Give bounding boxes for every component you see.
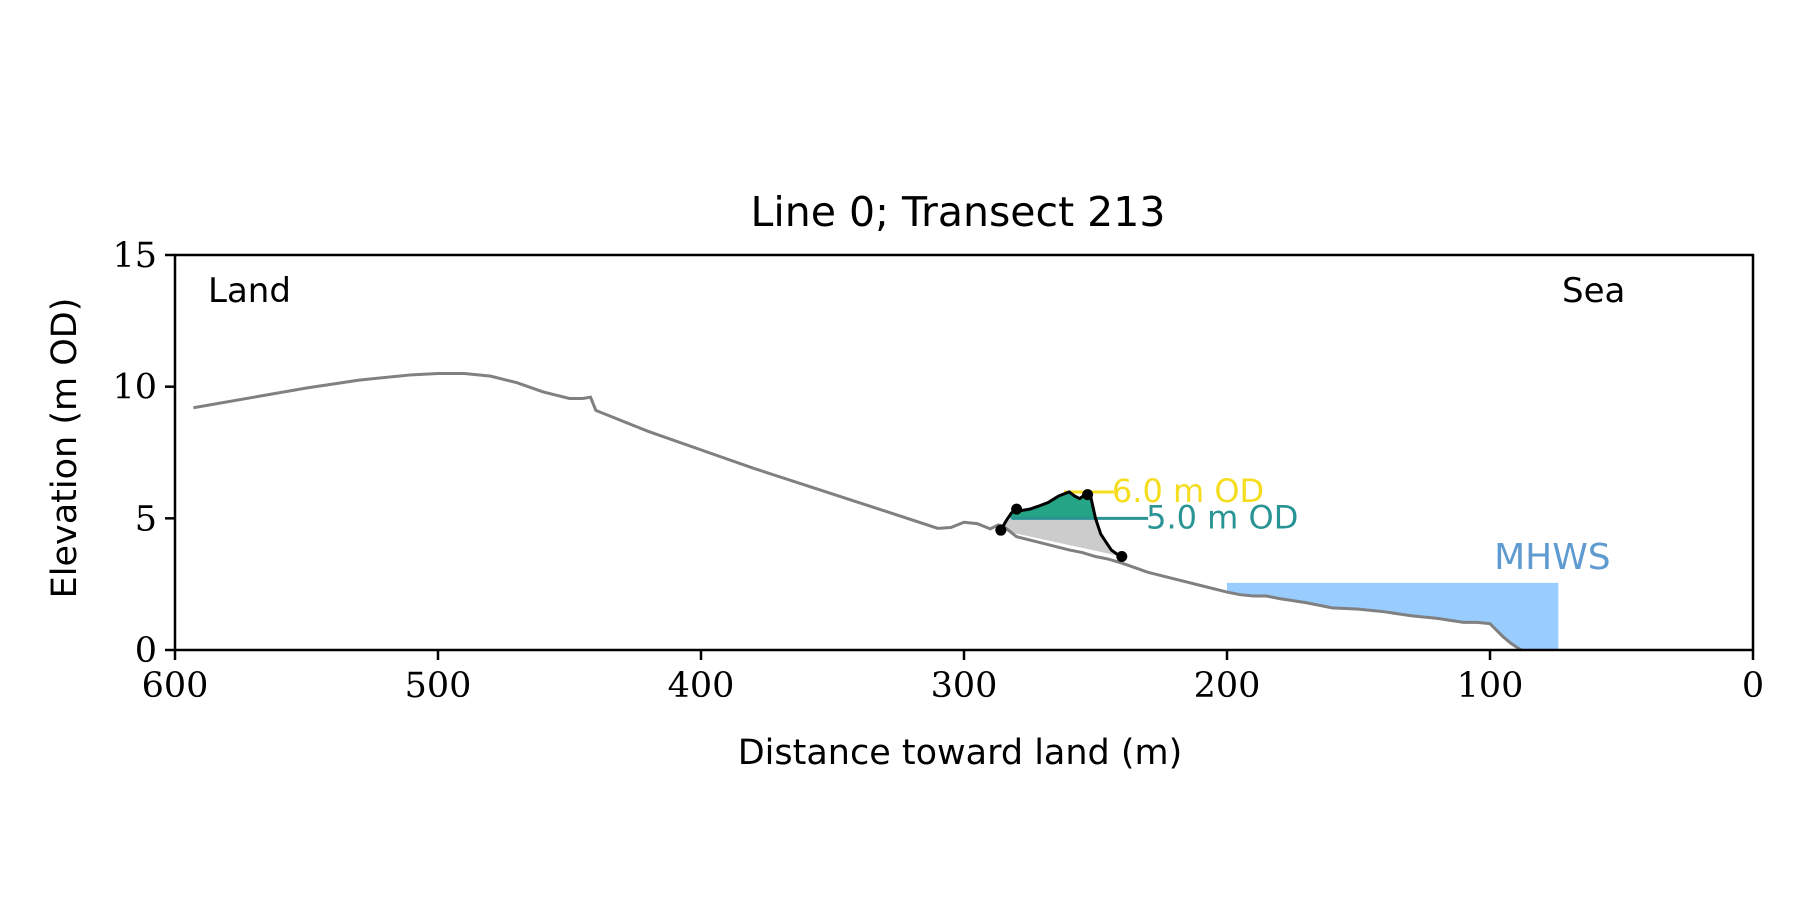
y-axis-label: Elevation (m OD): [45, 298, 85, 599]
plot-area: MHWS 6.0 m OD5.0 m OD: [173, 253, 1755, 652]
dune-point: [1011, 503, 1023, 515]
x-tick-label: 500: [405, 666, 472, 706]
y-tick-label: 15: [112, 236, 157, 276]
x-tick-label: 300: [931, 666, 998, 706]
dune-point: [995, 524, 1007, 536]
y-axis-ticks: 0 5 10 15: [112, 236, 175, 671]
x-axis-label: Distance toward land (m): [738, 733, 1183, 773]
dune-point: [1116, 551, 1128, 563]
x-tick-label: 100: [1457, 666, 1524, 706]
dune-volume-fill: [1008, 492, 1096, 519]
sea-annotation: Sea: [1562, 271, 1625, 311]
od-label: 5.0 m OD: [1146, 498, 1298, 536]
y-tick-label: 5: [135, 499, 157, 539]
mhws-label: MHWS: [1494, 537, 1611, 578]
dune-base-fill: [1000, 518, 1122, 557]
x-tick-label: 400: [668, 666, 735, 706]
x-tick-label: 200: [1194, 666, 1261, 706]
land-annotation: Land: [208, 271, 291, 311]
x-tick-label: 600: [142, 666, 209, 706]
y-tick-label: 0: [135, 631, 157, 671]
x-axis-ticks: 600 500 400 300 200 100 0: [142, 650, 1764, 706]
mhws-fill: [1227, 582, 1559, 650]
profile-line: [193, 372, 1523, 652]
od-label: 6.0 m OD: [1112, 472, 1264, 510]
x-tick-label: 0: [1742, 666, 1764, 706]
y-tick-label: 10: [112, 368, 157, 408]
dune-point: [1082, 489, 1094, 501]
chart-title: Line 0; Transect 213: [751, 188, 1166, 236]
